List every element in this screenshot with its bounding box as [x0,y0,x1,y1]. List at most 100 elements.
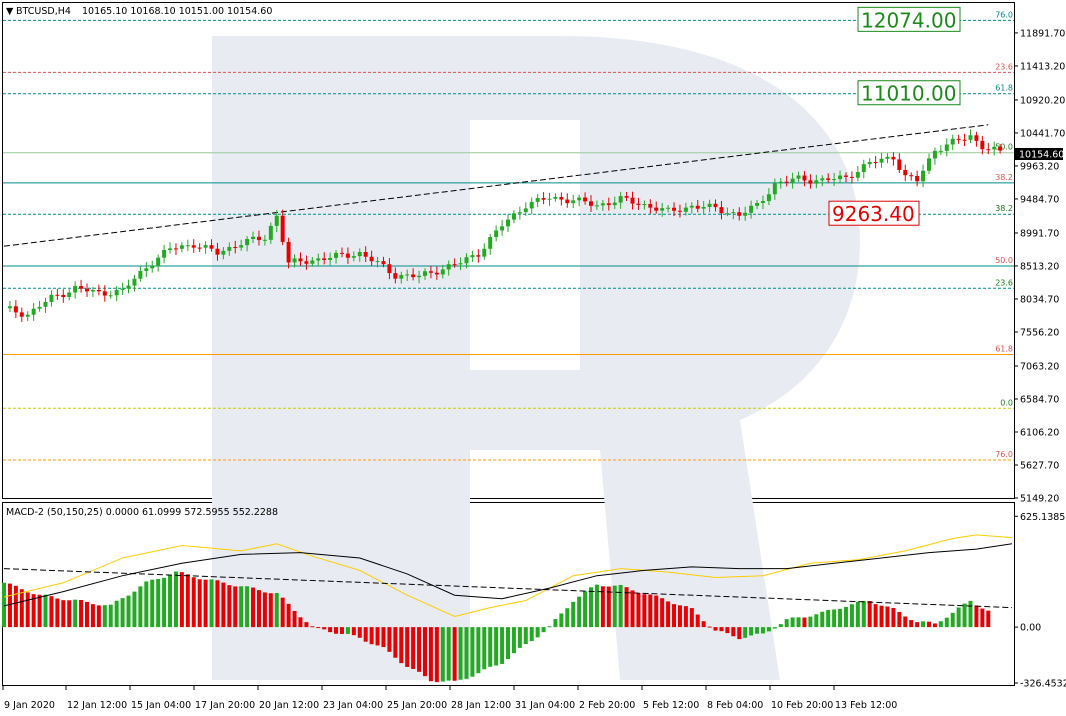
candle-body [517,212,522,214]
macd-bar [666,601,671,628]
macd-bar [660,598,665,628]
candle-body [885,156,890,159]
macd-bar [867,601,872,628]
price-tick-label: 10441.70 [1020,128,1065,139]
macd-bar [630,590,635,628]
candle-body [292,258,297,263]
candle-body [209,245,214,249]
macd-bar [950,612,955,628]
macd-bar [974,605,979,628]
candle-body [642,203,647,205]
candle-body [286,241,291,263]
candle-body [90,289,95,292]
macd-bar [814,614,819,628]
time-tick-label: 25 Jan 20:00 [387,700,447,711]
candle-body [256,236,261,241]
macd-bar [849,604,854,628]
candle-body [369,256,374,262]
candle-body [725,213,730,215]
candle-body [156,257,161,267]
candle-body [553,197,558,199]
target-box [828,200,920,226]
candle-body [843,175,848,177]
macd-bar [102,605,107,628]
candle-body [861,164,866,173]
macd-bar [334,627,339,634]
macd-histogram [2,571,991,683]
candle-body [820,178,825,181]
ohlc-values: 10165.10 10168.10 10151.00 10154.60 [82,6,272,17]
macd-bar [553,619,558,628]
candle-body [630,197,635,204]
macd-bar [517,627,522,648]
macd-bar [885,606,890,628]
candle-body [440,269,445,275]
candle-body [666,207,671,209]
candle-body [322,258,327,260]
candle-body [956,138,961,140]
candle-body [464,257,469,264]
macd-bar [683,606,688,628]
macd-bar [926,621,931,628]
macd-bar [132,591,137,628]
candle-body [274,215,279,226]
target-label: 12074.00 [861,8,956,32]
candle-body [268,225,273,240]
candle-body [600,203,605,206]
macd-bar [316,627,321,629]
macd-bar [707,626,712,628]
fib-label: 61.8 [995,344,1013,353]
macd-bar [701,621,706,628]
macd-bar [796,617,801,628]
symbol-dropdown-icon[interactable]: ▼ [6,6,14,17]
macd-bar [381,627,386,648]
target-box [857,6,961,32]
macd-bar [209,579,214,628]
candle-body [173,248,178,250]
candle-body [428,271,433,273]
candle-body [784,181,789,183]
watermark-logo [212,36,860,680]
macd-bar [470,627,475,677]
candle-body [938,150,943,152]
candle-body [749,205,754,213]
candle-body [766,194,771,202]
macd-bar [938,621,943,628]
current-price-marker [1015,148,1063,160]
macd-bar [304,622,309,628]
time-tick-label: 28 Jan 12:00 [451,700,511,711]
time-tick-label: 12 Jan 12:00 [67,700,127,711]
macd-bar [891,607,896,628]
macd-main-line [3,543,1013,607]
current-price-label: 10154.60 [1019,150,1064,161]
price-tick-label: 5627.70 [1020,460,1059,471]
candle-body [114,289,119,296]
macd-bar [672,604,677,628]
macd-bar [49,596,54,628]
candlestick-series [7,129,1003,322]
macd-header: MACD-2 (50,150,25) 0.0000 61.0999 572.59… [6,507,278,518]
macd-bar [43,594,48,628]
macd-bar [150,579,155,628]
macd-bar [820,611,825,628]
macd-bar [636,593,641,628]
macd-bar [968,600,973,628]
candle-body [849,176,854,178]
candle-body [351,256,356,258]
macd-bar [500,627,505,664]
candle-body [589,201,594,206]
candle-body [31,308,36,315]
fib-label: 23.6 [995,62,1013,71]
macd-bar [511,627,516,654]
macd-axis: 625.1385 0.00 -326.4532 [1014,512,1066,690]
macd-bar [262,592,267,628]
macd-bar [577,596,582,628]
candle-body [992,146,997,150]
candle-body [707,203,712,207]
candle-body [731,212,736,214]
macd-bar [725,627,730,634]
macd-bar [932,623,937,628]
candle-body [790,178,795,183]
macd-bar [19,589,24,628]
